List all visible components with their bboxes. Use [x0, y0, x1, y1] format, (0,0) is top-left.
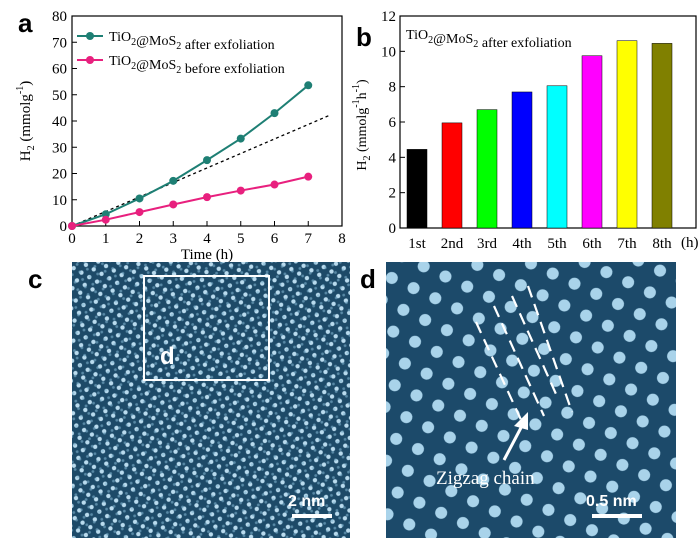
x-tick-label: 4th [512, 236, 532, 252]
y-axis-label: H2 (mmolg-1) [15, 81, 37, 161]
data-point [270, 109, 279, 118]
bar-8th [651, 43, 673, 229]
tem-image-c: d 2 nm [72, 262, 350, 538]
panel-label-b: b [356, 22, 372, 52]
x-tick-label: 7 [305, 231, 313, 247]
y-tick-label: 20 [52, 167, 67, 183]
x-tick-label: 7th [617, 236, 637, 252]
bar-7th [616, 40, 638, 229]
data-point [135, 208, 144, 217]
y-tick-label: 0 [389, 221, 397, 237]
y-tick-label: 70 [52, 35, 67, 51]
bar-3rd [476, 109, 498, 229]
scale-bar [592, 514, 642, 518]
data-point [135, 194, 144, 203]
data-point [203, 193, 211, 202]
data-point [169, 176, 178, 185]
data-point [304, 81, 313, 90]
data-point [304, 172, 313, 181]
legend-label: TiO2@MoS2 before exfoliation [109, 54, 285, 77]
data-point [270, 180, 279, 189]
tem-image-d: Zigzag chain 0.5 nm [386, 262, 676, 538]
x-tick-label: 5 [237, 231, 245, 247]
region-box-label: d [160, 343, 175, 370]
data-point [169, 200, 178, 209]
y-tick-label: 6 [389, 115, 397, 131]
y-axis-label: H2 (mmolg-1h-1) [351, 79, 373, 171]
x-tick-label: 0 [68, 231, 76, 247]
y-tick-label: 8 [389, 80, 397, 96]
x-tick-label: 3 [170, 231, 178, 247]
bar-5th [546, 85, 568, 229]
zigzag-annotation: Zigzag chain [436, 468, 535, 489]
panel-label-c: c [28, 264, 43, 294]
series-line-0 [71, 84, 309, 227]
x-tick-label: 8 [338, 231, 346, 247]
y-tick-label: 10 [52, 193, 67, 209]
bar-4th [511, 91, 533, 229]
x-tick-label: 8th [652, 236, 672, 252]
scale-bar-label: 0.5 nm [586, 493, 637, 510]
data-point [236, 134, 245, 143]
y-tick-label: 60 [52, 62, 67, 78]
x-tick-label: 2 [136, 231, 144, 247]
x-tick-label: 1 [102, 231, 110, 247]
y-tick-label: 10 [381, 44, 396, 60]
zigzag-guide-lines [475, 285, 574, 423]
legend-label: TiO2@MoS2 after exfoliation [109, 30, 275, 53]
x-tick-label: 1st [408, 236, 426, 252]
y-tick-label: 12 [381, 9, 396, 25]
dashed-reference-line [71, 115, 329, 227]
legend-marker [86, 32, 94, 40]
x-tick-label: 2nd [441, 236, 464, 252]
series-line-1 [71, 175, 309, 227]
scale-bar [292, 514, 332, 518]
panel-label-d: d [360, 264, 376, 294]
x-tick-label: 4 [203, 231, 211, 247]
chart-title: TiO2@MoS2 after exfoliation [406, 28, 572, 51]
bar-chart: 0 2 4 6 8 10 12 1st 2nd 3rd 4th 5th 6th 7th 8th TiO2@M… [351, 9, 699, 252]
bar-6th [581, 55, 603, 229]
legend-marker [86, 56, 94, 64]
x-tick-label: 5th [547, 236, 567, 252]
bar-2nd [441, 122, 463, 229]
x-tick-label: 6th [582, 236, 602, 252]
arrow-icon [502, 412, 528, 461]
x-tick-label: 3rd [477, 236, 497, 252]
data-point [68, 222, 76, 230]
region-box [143, 275, 270, 381]
y-tick-label: 40 [52, 114, 67, 130]
x-tick-label: 6 [271, 231, 279, 247]
y-tick-label: 0 [60, 219, 68, 235]
scale-bar-label: 2 nm [288, 493, 325, 510]
bar-1st [406, 149, 428, 229]
y-tick-label: 50 [52, 88, 67, 104]
data-point [236, 186, 245, 195]
data-point [101, 210, 110, 219]
y-tick-label: 80 [52, 9, 67, 25]
data-point [203, 156, 211, 165]
x-unit-label: (h) [681, 235, 699, 251]
y-tick-label: 2 [389, 186, 397, 202]
panel-label-a: a [18, 8, 33, 38]
y-tick-label: 4 [389, 150, 397, 166]
data-point [101, 215, 110, 224]
x-axis-label: Time (h) [181, 247, 233, 263]
y-tick-label: 30 [52, 140, 67, 156]
